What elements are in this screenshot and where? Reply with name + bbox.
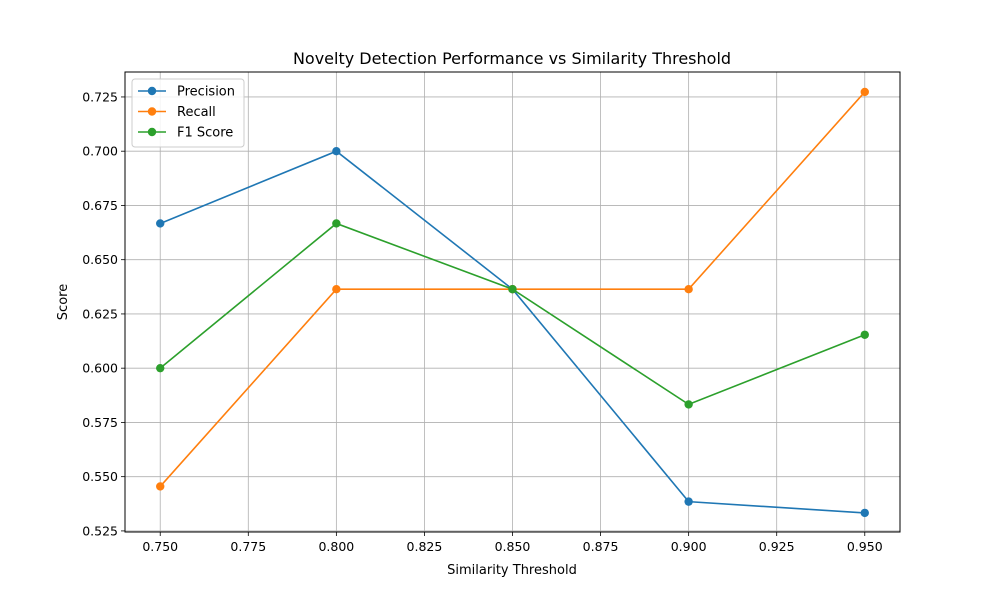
legend-label-f1-score: F1 Score bbox=[177, 126, 233, 141]
point-f1-score bbox=[860, 330, 869, 339]
y-tick-label: 0.575 bbox=[82, 415, 118, 430]
point-recall bbox=[156, 482, 165, 491]
point-precision bbox=[860, 508, 869, 518]
legend-marker-precision bbox=[147, 86, 157, 96]
x-tick-label: 0.825 bbox=[407, 539, 443, 554]
y-tick-label: 0.600 bbox=[82, 361, 118, 376]
legend-label-precision: Precision bbox=[177, 85, 235, 100]
point-f1-score bbox=[156, 363, 165, 373]
point-precision bbox=[156, 219, 165, 228]
point-precision bbox=[684, 497, 693, 506]
x-tick-label: 0.900 bbox=[671, 539, 707, 554]
y-tick-label: 0.550 bbox=[82, 469, 118, 484]
point-f1-score bbox=[684, 400, 693, 409]
x-tick-label: 0.775 bbox=[230, 539, 266, 554]
point-recall bbox=[684, 284, 693, 294]
x-axis-label: Similarity Threshold bbox=[447, 563, 577, 578]
y-tick-label: 0.525 bbox=[82, 523, 118, 538]
y-tick-label: 0.725 bbox=[82, 89, 118, 104]
series-layer bbox=[156, 87, 869, 518]
point-precision bbox=[332, 146, 341, 156]
y-axis-label: Score bbox=[56, 284, 71, 320]
x-tick-label: 0.750 bbox=[142, 539, 178, 554]
y-axis: 0.525 0.550 0.575 0.600 0.625 0.650 0.675 0.700… bbox=[82, 89, 125, 538]
x-axis: 0.750 0.775 0.800 0.825 0.850 0.875 0.900 0.925… bbox=[142, 532, 883, 554]
y-tick-label: 0.675 bbox=[82, 198, 118, 213]
x-tick-label: 0.850 bbox=[495, 539, 531, 554]
legend-marker-recall bbox=[147, 107, 157, 116]
point-f1-score bbox=[332, 219, 341, 228]
legend-box bbox=[131, 78, 245, 148]
point-recall bbox=[860, 87, 869, 97]
point-f1-score bbox=[508, 284, 517, 294]
x-tick-label: 0.875 bbox=[583, 539, 619, 554]
y-tick-label: 0.700 bbox=[82, 144, 118, 159]
x-tick-label: 0.950 bbox=[847, 539, 883, 554]
grid bbox=[125, 72, 900, 532]
legend-label-recall: Recall bbox=[177, 105, 216, 120]
chart-title: Novelty Detection Performance vs Similar… bbox=[293, 49, 731, 68]
y-tick-label: 0.625 bbox=[82, 306, 118, 321]
series-f1-score bbox=[156, 219, 869, 409]
legend-marker-f1-score bbox=[147, 127, 157, 137]
y-tick-label: 0.650 bbox=[82, 252, 118, 267]
x-tick-label: 0.800 bbox=[318, 539, 354, 554]
x-tick-label: 0.925 bbox=[759, 539, 795, 554]
point-recall bbox=[332, 284, 341, 294]
legend: Precision Recall F1 Score bbox=[131, 78, 245, 148]
